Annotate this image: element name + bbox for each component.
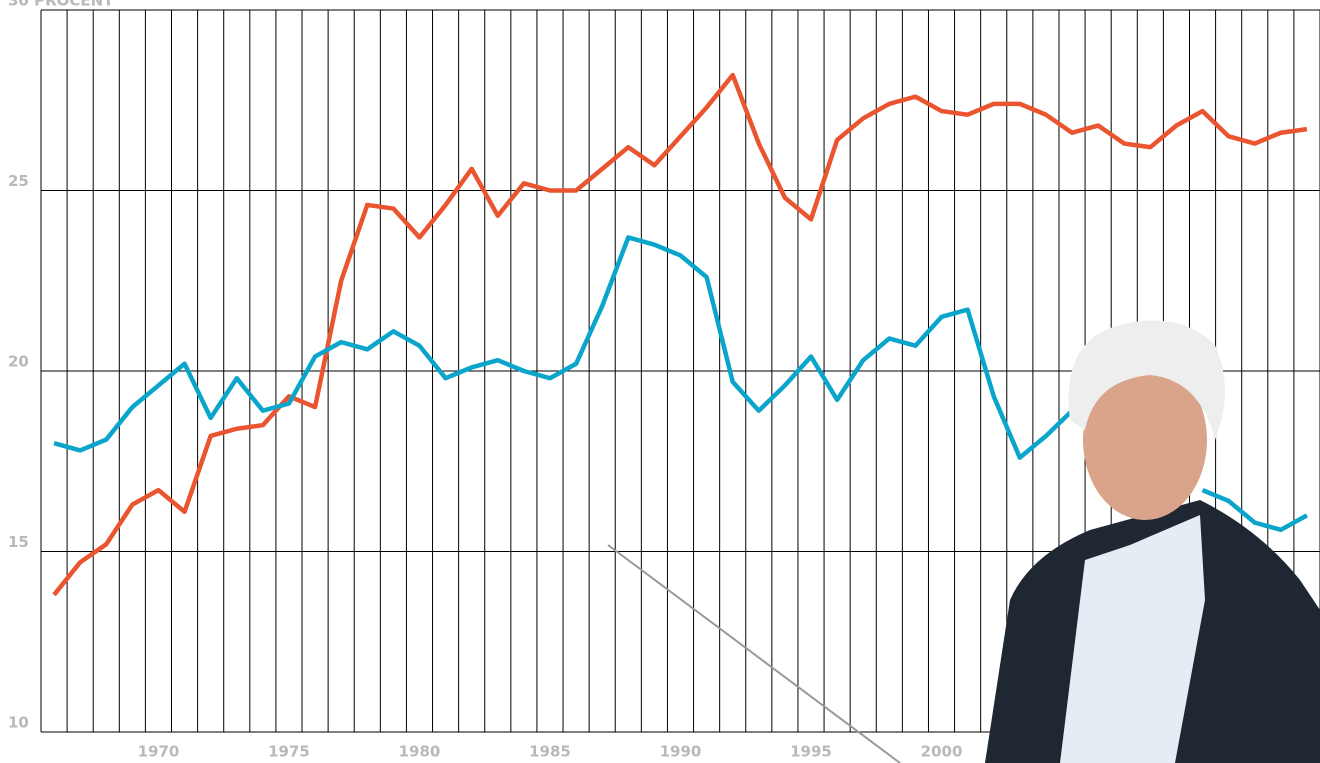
y-tick-label: 15 <box>8 533 29 551</box>
y-tick-label: 20 <box>8 353 29 371</box>
portrait <box>985 321 1320 763</box>
x-tick-label: 2000 <box>921 743 963 761</box>
x-tick-label: 1975 <box>268 743 310 761</box>
page: {"chart_data": {"type": "line", "x": [19… <box>0 0 1320 763</box>
x-tick-label: 1985 <box>529 743 571 761</box>
y-tick-label: 30 PROCENT <box>8 0 114 10</box>
x-tick-label: 1980 <box>399 743 441 761</box>
x-tick-label: 1995 <box>790 743 832 761</box>
chart: 10 15 20 25 30 PROCENT 1970 1975 1980 1985 1990 19… <box>0 0 1320 763</box>
y-tick-label: 10 <box>8 714 29 732</box>
pointer-line <box>608 545 900 763</box>
x-tick-label: 1990 <box>660 743 702 761</box>
x-tick-label: 1970 <box>138 743 180 761</box>
y-tick-label: 25 <box>8 172 29 190</box>
